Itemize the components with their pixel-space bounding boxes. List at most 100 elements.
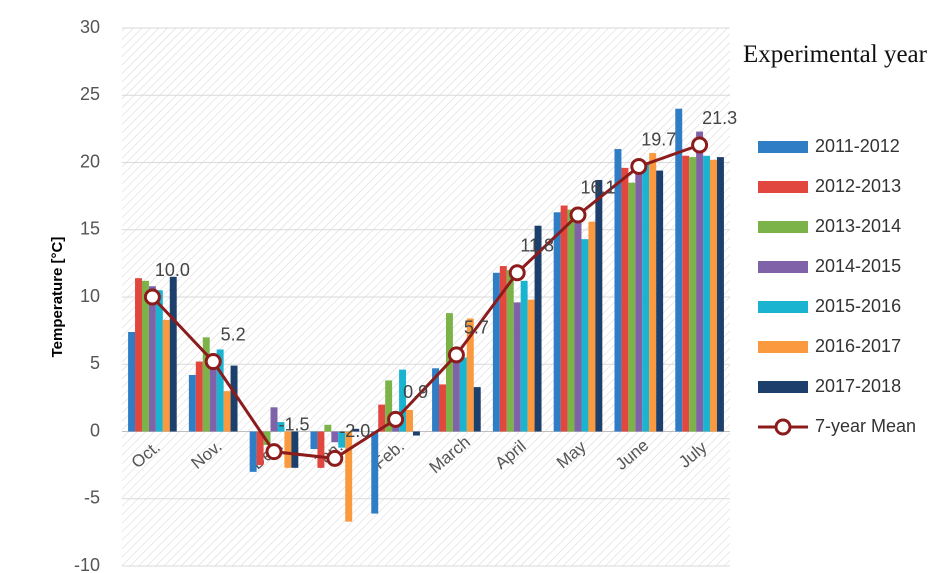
bar bbox=[506, 270, 514, 432]
legend-swatch bbox=[758, 341, 808, 353]
bar bbox=[527, 299, 535, 432]
legend-swatch bbox=[758, 221, 808, 233]
bar bbox=[155, 290, 163, 432]
bar bbox=[560, 205, 568, 432]
bar bbox=[534, 225, 542, 432]
bar bbox=[371, 431, 379, 514]
legend-swatch bbox=[758, 301, 808, 313]
data-label: 11.8 bbox=[520, 236, 554, 256]
data-label: 10.0 bbox=[155, 260, 190, 280]
bar bbox=[459, 357, 467, 432]
bar bbox=[439, 384, 446, 432]
bar bbox=[642, 162, 650, 432]
mean-marker bbox=[265, 443, 283, 461]
mean-marker bbox=[387, 410, 405, 428]
mean-marker bbox=[691, 136, 709, 154]
bar bbox=[703, 155, 711, 432]
bar bbox=[710, 159, 717, 432]
bar bbox=[567, 209, 575, 432]
data-label: 5.2 bbox=[221, 324, 246, 344]
bar bbox=[656, 170, 664, 432]
bar bbox=[621, 167, 629, 432]
bar bbox=[520, 280, 528, 432]
bar bbox=[128, 331, 136, 432]
mean-marker bbox=[508, 264, 526, 282]
bar bbox=[317, 431, 325, 468]
bar bbox=[649, 153, 657, 432]
mean-marker bbox=[204, 353, 222, 371]
bar bbox=[230, 365, 238, 432]
y-tick-label: 5 bbox=[90, 353, 100, 373]
legend-label: 2017-2018 bbox=[815, 376, 901, 396]
bar bbox=[216, 349, 224, 432]
bar bbox=[513, 302, 521, 432]
bar bbox=[399, 369, 407, 432]
legend-title: Experimental year bbox=[743, 41, 927, 68]
bar bbox=[588, 221, 596, 432]
bar bbox=[223, 391, 231, 432]
y-tick-label: 25 bbox=[80, 84, 100, 104]
legend-label: 2015-2016 bbox=[815, 296, 901, 316]
bar bbox=[473, 387, 481, 432]
y-tick-label: 0 bbox=[90, 420, 100, 440]
bar bbox=[202, 337, 210, 432]
bar bbox=[148, 286, 156, 432]
y-axis-title: Temperature [°C] bbox=[49, 237, 66, 358]
bar bbox=[277, 422, 285, 432]
data-label: 16.1 bbox=[580, 178, 615, 198]
data-label: 21.3 bbox=[702, 108, 737, 128]
bar bbox=[574, 223, 582, 432]
legend-label: 2014-2015 bbox=[815, 256, 901, 276]
bar bbox=[324, 424, 332, 432]
y-tick-label: 10 bbox=[80, 286, 100, 306]
bar bbox=[682, 155, 690, 432]
bar bbox=[284, 431, 292, 468]
legend-label: 2012-2013 bbox=[815, 176, 901, 196]
bar bbox=[406, 409, 413, 432]
bar bbox=[432, 368, 440, 432]
bar bbox=[628, 182, 636, 432]
bar bbox=[352, 428, 360, 432]
bar bbox=[141, 280, 149, 432]
bar bbox=[412, 431, 420, 436]
bar bbox=[553, 212, 561, 432]
bar bbox=[499, 266, 507, 432]
y-tick-label: 15 bbox=[80, 219, 100, 239]
data-label: 5.7 bbox=[464, 318, 489, 338]
bar bbox=[614, 149, 622, 432]
y-tick-label: 30 bbox=[80, 17, 100, 37]
bar bbox=[188, 375, 196, 432]
bar bbox=[249, 431, 257, 472]
bar bbox=[270, 407, 278, 432]
bar bbox=[492, 272, 500, 432]
bar bbox=[675, 108, 683, 432]
legend-swatch bbox=[758, 261, 808, 273]
bar bbox=[291, 431, 299, 468]
legend-swatch bbox=[758, 181, 808, 193]
bar bbox=[445, 313, 453, 432]
data-label: -1.5 bbox=[278, 414, 309, 434]
bar bbox=[310, 431, 318, 449]
bar bbox=[716, 157, 724, 432]
bar bbox=[162, 319, 170, 432]
mean-marker bbox=[326, 449, 344, 467]
legend-label: 7-year Mean bbox=[815, 416, 916, 436]
y-tick-label: -5 bbox=[84, 488, 100, 508]
data-label: 0.9 bbox=[403, 382, 428, 402]
bar bbox=[696, 131, 704, 432]
bar bbox=[345, 431, 353, 522]
bar bbox=[263, 431, 271, 445]
mean-marker bbox=[143, 288, 161, 306]
bar bbox=[135, 278, 142, 432]
y-tick-label: -10 bbox=[74, 555, 100, 573]
bar bbox=[385, 380, 393, 432]
bar bbox=[581, 239, 589, 432]
bar bbox=[338, 431, 346, 448]
mean-marker bbox=[630, 158, 648, 176]
bar bbox=[595, 179, 603, 432]
y-tick-label: 20 bbox=[80, 151, 100, 171]
bar bbox=[452, 348, 460, 432]
legend-label: 2011-2012 bbox=[815, 136, 900, 156]
